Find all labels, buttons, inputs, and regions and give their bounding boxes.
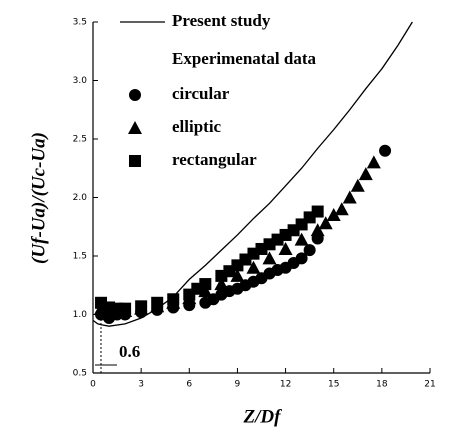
legend-label: elliptic bbox=[172, 117, 222, 136]
legend-title: Experimenatal data bbox=[172, 49, 317, 68]
point bbox=[326, 208, 341, 222]
point bbox=[214, 277, 229, 291]
x-tick-label: 12 bbox=[280, 380, 291, 390]
point bbox=[167, 293, 180, 306]
legend-label: Present study bbox=[172, 11, 271, 30]
point bbox=[311, 205, 324, 218]
y-tick-label: 2.0 bbox=[73, 193, 88, 203]
legend-marker bbox=[128, 121, 142, 134]
x-tick-label: 9 bbox=[235, 380, 241, 390]
point bbox=[278, 241, 293, 255]
point bbox=[295, 252, 308, 265]
y-tick-label: 0.5 bbox=[73, 369, 87, 379]
legend-marker bbox=[129, 155, 141, 167]
point bbox=[294, 232, 309, 246]
point bbox=[379, 144, 392, 157]
point bbox=[151, 296, 164, 309]
x-axis-label: Z/Df bbox=[243, 406, 283, 427]
point bbox=[350, 178, 365, 192]
point bbox=[303, 244, 316, 257]
point bbox=[262, 251, 277, 265]
x-tick-label: 15 bbox=[328, 380, 339, 390]
point bbox=[246, 260, 261, 274]
point bbox=[199, 278, 212, 291]
point bbox=[230, 268, 245, 282]
point bbox=[358, 167, 373, 181]
y-tick-label: 2.5 bbox=[73, 135, 87, 145]
y-tick-label: 3.5 bbox=[73, 18, 87, 28]
line bbox=[92, 21, 413, 327]
point bbox=[310, 223, 325, 237]
x-tick-label: 3 bbox=[138, 380, 144, 390]
point bbox=[135, 300, 148, 313]
y-axis-label: (Uf-Ua)/(Uc-Ua) bbox=[28, 132, 49, 264]
y-tick-label: 1.5 bbox=[73, 252, 87, 262]
y-tick-label: 1.0 bbox=[73, 310, 88, 320]
legend-label: rectangular bbox=[172, 150, 257, 169]
point bbox=[318, 216, 333, 230]
y-tick-label: 3.0 bbox=[73, 76, 88, 86]
point bbox=[366, 155, 381, 169]
point bbox=[334, 202, 349, 216]
x-tick-label: 21 bbox=[424, 380, 435, 390]
point bbox=[342, 190, 357, 204]
x-tick-label: 0 bbox=[90, 380, 96, 390]
x-tick-label: 18 bbox=[376, 380, 388, 390]
point bbox=[119, 302, 132, 315]
legend-label: circular bbox=[172, 84, 230, 103]
legend-marker bbox=[129, 89, 141, 101]
annotation: 0.6 bbox=[119, 342, 140, 361]
x-tick-label: 6 bbox=[186, 380, 192, 390]
